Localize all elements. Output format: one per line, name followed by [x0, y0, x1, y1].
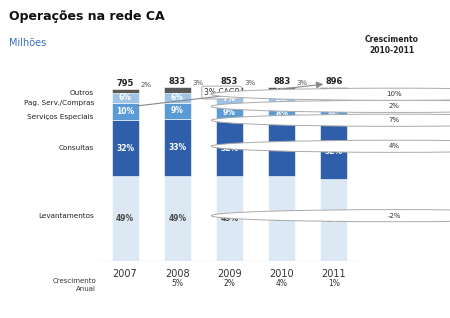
- Text: 2011: 2011: [322, 269, 346, 280]
- Text: Serviços Especiais: Serviços Especiais: [27, 114, 94, 120]
- Text: 49%: 49%: [116, 214, 134, 223]
- Text: 32%: 32%: [273, 143, 291, 153]
- Circle shape: [211, 100, 450, 113]
- Text: 2%: 2%: [140, 82, 151, 88]
- Text: 2008: 2008: [165, 269, 189, 280]
- Text: 7%: 7%: [328, 99, 340, 108]
- Text: Crescimento
Anual: Crescimento Anual: [53, 278, 96, 292]
- Text: 2009: 2009: [217, 269, 242, 280]
- Text: 2%: 2%: [224, 279, 235, 288]
- Bar: [112, 103, 139, 120]
- Text: Operações na rede CA: Operações na rede CA: [9, 10, 165, 23]
- Text: 9%: 9%: [171, 106, 184, 115]
- Text: 1%: 1%: [328, 279, 340, 288]
- Text: 4%: 4%: [276, 279, 288, 288]
- Bar: [164, 87, 191, 93]
- Bar: [112, 176, 139, 261]
- Text: 10%: 10%: [116, 107, 134, 116]
- Bar: [268, 87, 295, 96]
- Text: Milhões: Milhões: [9, 38, 46, 48]
- Bar: [164, 93, 191, 103]
- Text: 2010: 2010: [270, 269, 294, 280]
- Bar: [216, 120, 243, 176]
- Text: 49%: 49%: [168, 214, 186, 223]
- Circle shape: [0, 277, 376, 290]
- Bar: [216, 176, 243, 261]
- Bar: [320, 124, 347, 179]
- Text: 33%: 33%: [168, 143, 186, 152]
- Text: 3%: 3%: [193, 80, 203, 86]
- Text: 6%: 6%: [119, 93, 131, 102]
- Circle shape: [211, 210, 450, 222]
- Circle shape: [83, 277, 450, 290]
- Text: 32%: 32%: [325, 147, 343, 156]
- Bar: [320, 179, 347, 261]
- Bar: [320, 110, 347, 124]
- Text: 9%: 9%: [223, 108, 236, 117]
- Text: 2007: 2007: [112, 269, 138, 280]
- Bar: [164, 176, 191, 261]
- Text: 32%: 32%: [220, 143, 238, 153]
- Text: 5%: 5%: [275, 87, 288, 96]
- Bar: [320, 87, 347, 98]
- Text: 883: 883: [273, 78, 290, 86]
- Text: 8%: 8%: [328, 112, 340, 121]
- Text: 5%: 5%: [171, 279, 183, 288]
- Text: 6%: 6%: [171, 93, 184, 102]
- Text: 6%: 6%: [328, 88, 340, 97]
- Bar: [216, 93, 243, 105]
- Circle shape: [211, 114, 450, 126]
- Bar: [320, 98, 347, 110]
- Text: 32%: 32%: [116, 143, 134, 153]
- Text: 7%: 7%: [223, 94, 236, 103]
- Bar: [112, 89, 139, 93]
- Text: 10%: 10%: [386, 91, 402, 97]
- Text: Outros: Outros: [70, 89, 94, 95]
- Text: Consultas: Consultas: [58, 145, 94, 151]
- Text: Crescimento
2010-2011: Crescimento 2010-2011: [364, 35, 418, 55]
- Circle shape: [31, 277, 428, 290]
- Text: 49%: 49%: [220, 214, 238, 223]
- Bar: [216, 105, 243, 120]
- Text: 2%: 2%: [388, 103, 400, 109]
- Bar: [268, 176, 295, 261]
- Bar: [268, 96, 295, 107]
- Bar: [164, 119, 191, 176]
- Text: Pag. Serv./Compras: Pag. Serv./Compras: [23, 100, 94, 106]
- Bar: [268, 120, 295, 176]
- Text: 3%: 3%: [245, 80, 256, 86]
- Text: 8%: 8%: [275, 109, 288, 118]
- Text: 49%: 49%: [273, 214, 291, 223]
- Text: 3% CAGR: 3% CAGR: [204, 88, 240, 97]
- Text: 833: 833: [169, 78, 186, 86]
- Text: 795: 795: [117, 79, 134, 88]
- Text: 7%: 7%: [388, 117, 400, 123]
- Text: 4%: 4%: [388, 143, 400, 149]
- Text: 853: 853: [221, 78, 238, 86]
- Text: -2%: -2%: [387, 213, 400, 219]
- Text: 896: 896: [325, 78, 342, 86]
- Bar: [112, 93, 139, 103]
- Bar: [112, 120, 139, 176]
- Text: Levantamentos: Levantamentos: [38, 213, 94, 219]
- Text: 6%: 6%: [275, 97, 288, 106]
- Circle shape: [135, 277, 450, 290]
- Bar: [268, 107, 295, 120]
- Circle shape: [211, 88, 450, 100]
- Bar: [164, 103, 191, 119]
- Bar: [216, 87, 243, 93]
- Text: 3%: 3%: [297, 80, 308, 86]
- Text: 47%: 47%: [325, 216, 343, 225]
- Circle shape: [211, 140, 450, 152]
